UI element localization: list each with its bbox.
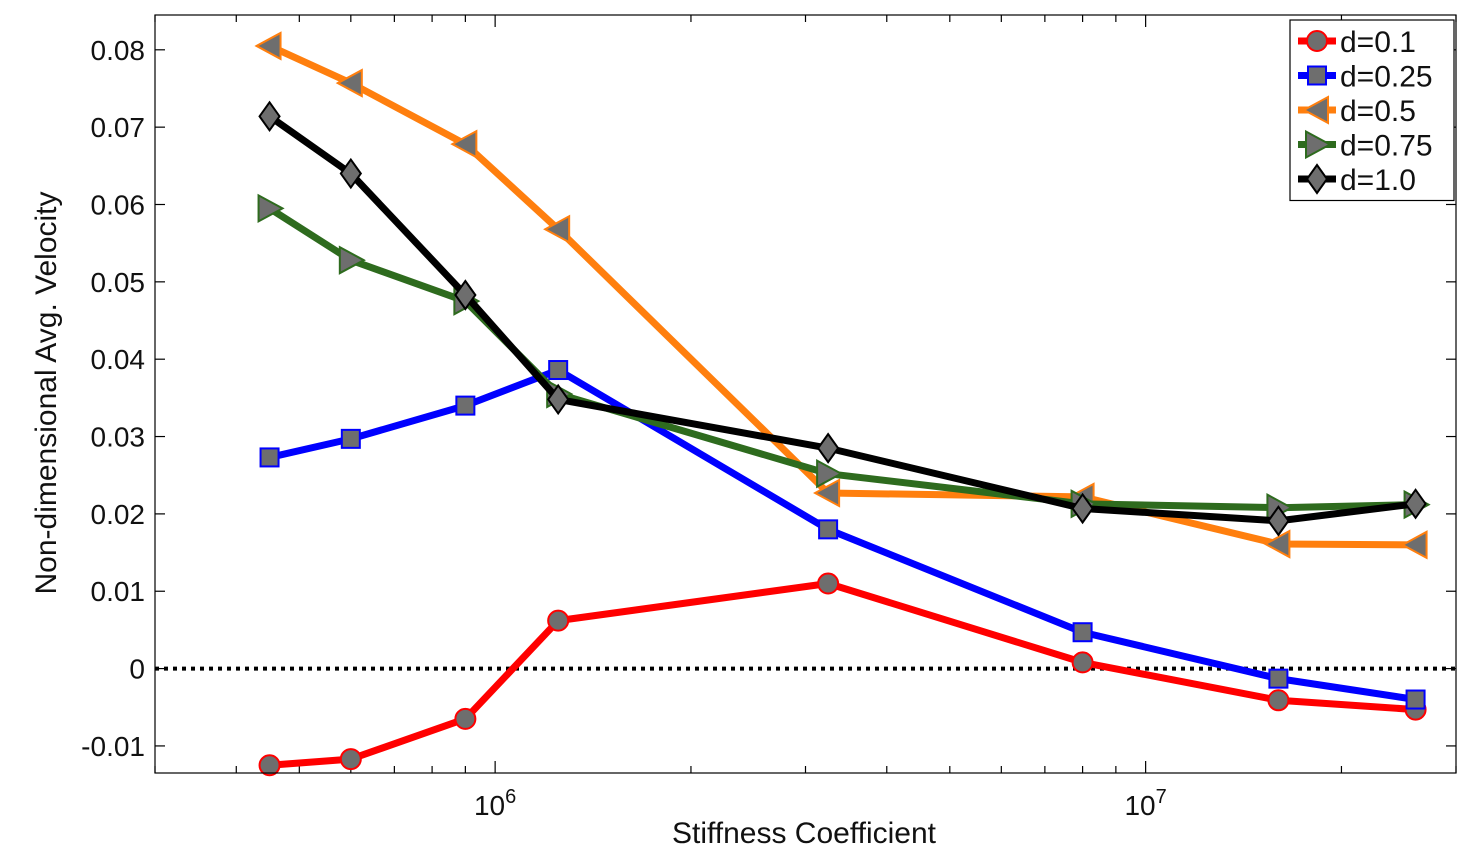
data-point (335, 68, 363, 98)
data-point (254, 31, 282, 61)
series-d=0.25 (259, 360, 1426, 710)
legend-marker (1301, 95, 1329, 125)
y-tick-label: 0.03 (91, 422, 146, 453)
series-layer (254, 31, 1431, 777)
series-line (266, 42, 1420, 549)
x-tick-label: 106 (474, 786, 516, 821)
data-point (546, 383, 570, 416)
data-point (543, 214, 571, 244)
tick-labels: -0.01 0 0.01 0.02 0.03 0.04 0.05 0.06 0.07 0.08 10… (81, 35, 1167, 821)
legend-marker (1305, 129, 1333, 160)
axis-ticks (154, 15, 1457, 773)
y-tick-label: 0 (129, 654, 145, 685)
legend-label: d=0.25 (1340, 61, 1433, 94)
data-point (813, 478, 841, 508)
data-point (817, 572, 840, 595)
legend-marker (1306, 30, 1328, 52)
y-tick-label: -0.01 (81, 731, 145, 762)
data-point (454, 279, 477, 311)
series-d=1.0 (258, 100, 1427, 537)
data-point (816, 458, 844, 489)
legend: d=0.1d=0.25d=0.5d=0.75d=1.0 (1289, 19, 1455, 202)
series-line (266, 580, 1420, 769)
y-tick-label: 0.07 (91, 112, 146, 143)
plot-frame (154, 14, 1457, 774)
data-point (338, 245, 366, 275)
y-tick-label: 0.05 (91, 267, 146, 298)
data-point (1400, 530, 1428, 560)
data-point (547, 609, 570, 632)
x-tick-label: 107 (1124, 786, 1166, 821)
data-point (1268, 668, 1289, 689)
data-point (340, 428, 361, 449)
data-point (339, 748, 362, 771)
data-point (1267, 689, 1290, 712)
data-point (339, 157, 363, 190)
legend-marker (1307, 65, 1327, 86)
y-tick-label: 0.01 (91, 576, 146, 607)
data-point (450, 129, 478, 159)
data-point (257, 193, 285, 224)
series-d=0.5 (254, 31, 1428, 560)
y-tick-label: 0.06 (91, 190, 146, 221)
data-point (259, 447, 280, 468)
x-axis-label: Stiffness Coefficient (672, 817, 937, 850)
y-axis-label: Non-dimensional Avg. Velocity (30, 191, 63, 594)
y-tick-label: 0.04 (91, 344, 146, 375)
data-point (1267, 505, 1290, 537)
legend-label: d=0.5 (1340, 95, 1416, 128)
data-point (1263, 529, 1291, 559)
data-point (1072, 622, 1093, 643)
data-point (258, 100, 281, 133)
data-point (1405, 689, 1426, 710)
legend-label: d=0.1 (1340, 26, 1416, 59)
data-point (1071, 492, 1094, 525)
series-line (266, 112, 1420, 525)
series-d=0.75 (257, 193, 1431, 523)
series-d=0.1 (258, 572, 1427, 777)
y-tick-label: 0.02 (91, 499, 146, 530)
data-point (548, 360, 569, 381)
legend-marker (1305, 163, 1329, 195)
data-point (816, 432, 840, 464)
y-tick-label: 0.08 (91, 35, 146, 66)
data-point (1404, 488, 1427, 520)
data-point (454, 707, 477, 730)
data-point (258, 754, 281, 777)
legend-label: d=1.0 (1340, 164, 1416, 197)
data-point (1071, 651, 1094, 674)
series-line (266, 204, 1420, 512)
legend-label: d=0.75 (1340, 130, 1433, 163)
data-point (455, 395, 476, 416)
series-line (266, 366, 1420, 704)
data-point (818, 519, 839, 540)
